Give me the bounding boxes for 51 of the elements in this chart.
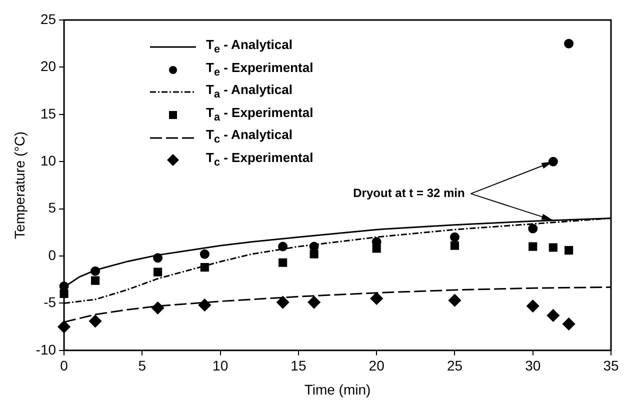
point	[548, 156, 558, 166]
point	[528, 242, 538, 251]
x-tick-label: 20	[368, 358, 385, 374]
point	[308, 296, 320, 309]
point	[370, 292, 383, 305]
point	[450, 232, 460, 242]
point	[278, 258, 288, 267]
annotation: Dryout at t = 32 min	[353, 186, 465, 200]
x-tick-label: 15	[290, 358, 306, 374]
point	[564, 38, 574, 48]
point	[448, 294, 461, 307]
point	[198, 298, 211, 312]
point	[309, 242, 319, 252]
point	[546, 309, 560, 322]
legend-label: T$_{a}$ - Experimental	[206, 104, 314, 126]
y-tick-label: -10	[36, 341, 56, 358]
point	[562, 318, 576, 330]
y-tick-label: -5	[44, 294, 56, 310]
point	[278, 242, 288, 252]
x-tick-label: 25	[446, 358, 463, 374]
point	[310, 250, 318, 258]
point	[89, 314, 102, 328]
y-tick-label: 10	[40, 152, 56, 168]
point	[548, 243, 558, 252]
x-tick-label: 5	[138, 358, 146, 374]
x-axis-title: Time (min)	[304, 381, 371, 398]
y-tick-label: 25	[40, 10, 56, 27]
legend-label: T$_{c}$ - Analytical	[206, 126, 292, 148]
point	[152, 302, 164, 314]
y-tick-label: 0	[48, 246, 56, 263]
point	[564, 246, 574, 255]
y-tick-label: 15	[40, 105, 56, 122]
point	[526, 300, 540, 312]
point	[154, 268, 162, 276]
legend-label: T$_{a}$ - Analytical	[206, 81, 292, 103]
x-tick-label: 10	[212, 358, 228, 374]
point	[200, 263, 209, 272]
y-axis-title: Temperature (°C)	[11, 131, 28, 239]
y-tick-label: 20	[40, 58, 56, 74]
point	[91, 276, 100, 285]
y-tick-label: 5	[48, 200, 56, 216]
point	[450, 241, 460, 250]
legend-label: T$_{c}$ - Experimental	[206, 148, 314, 171]
x-tick-label: 0	[60, 358, 68, 374]
x-tick-label: 30	[525, 358, 541, 374]
legend-label: T$_{e}$ - Experimental	[206, 58, 314, 80]
point	[528, 224, 538, 234]
point	[200, 249, 210, 259]
legend-label: T$_{e}$ - Analytical	[206, 36, 292, 58]
point	[276, 296, 290, 309]
x-tick-label: 35	[603, 358, 619, 374]
